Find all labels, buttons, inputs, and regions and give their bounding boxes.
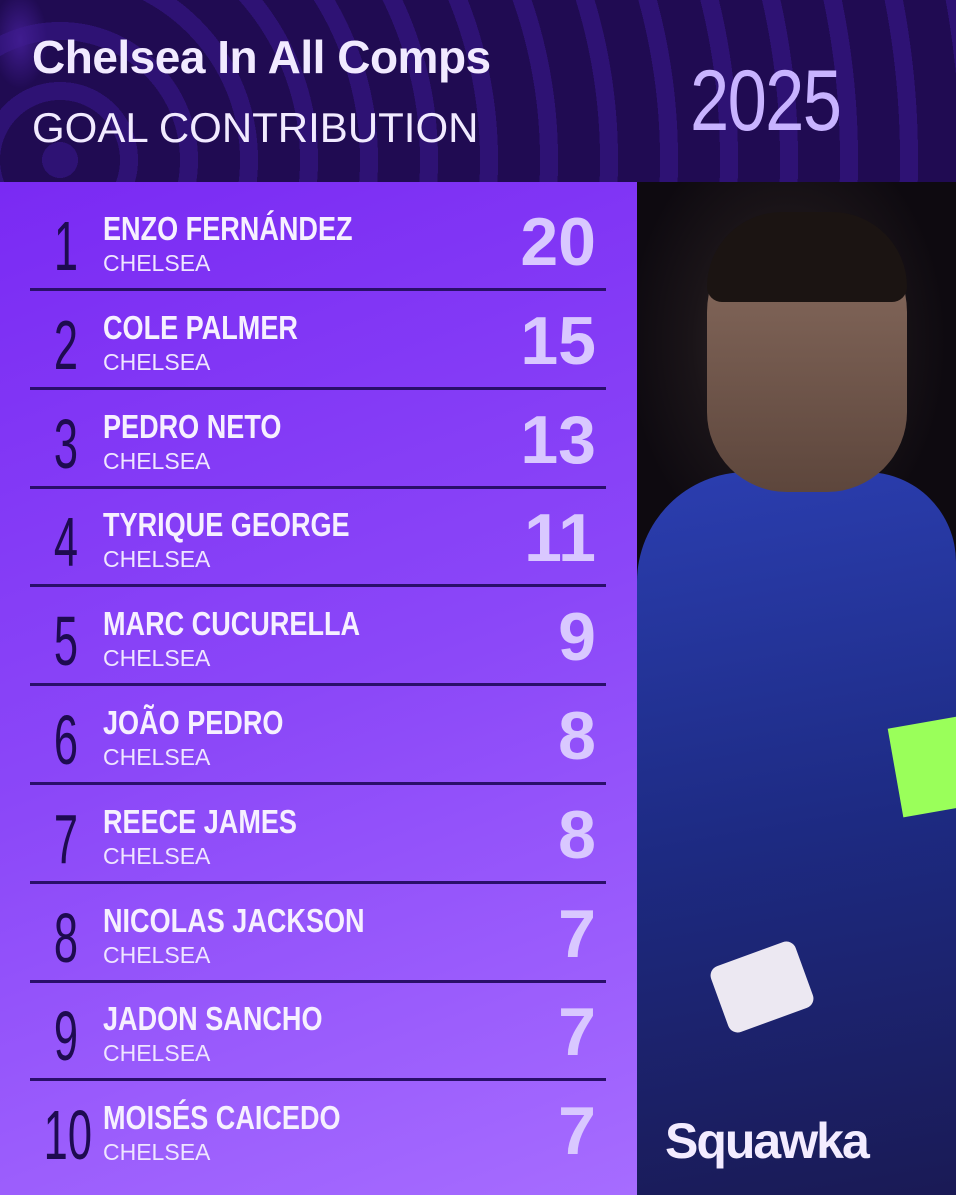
goal-contributions: 20 xyxy=(520,204,596,280)
page-subtitle: GOAL CONTRIBUTION xyxy=(32,104,479,151)
rank-number: 2 xyxy=(53,305,79,384)
row-divider xyxy=(30,584,606,588)
player-name: MOISÉS CAICEDO xyxy=(103,1099,341,1137)
club-name: CHELSEA xyxy=(103,546,211,573)
year-label: 2025 xyxy=(690,53,842,149)
rank-number: 9 xyxy=(53,997,79,1076)
goal-contributions: 9 xyxy=(558,599,596,676)
goal-contributions: 7 xyxy=(558,994,596,1071)
player-photo xyxy=(637,182,956,1195)
list-item: 8 NICOLAS JACKSON CHELSEA 7 xyxy=(30,884,606,983)
rank-number: 3 xyxy=(53,404,79,483)
list-item: 9 JADON SANCHO CHELSEA 7 xyxy=(30,982,606,1082)
row-divider xyxy=(30,485,606,489)
club-name: CHELSEA xyxy=(103,842,211,869)
player-name: MARC CUCURELLA xyxy=(103,605,361,643)
player-name: NICOLAS JACKSON xyxy=(103,901,365,939)
club-name: CHELSEA xyxy=(103,447,211,474)
header-pattern xyxy=(0,0,956,182)
list-item: 4 TYRIQUE GEORGE CHELSEA 11 xyxy=(30,488,606,588)
row-divider xyxy=(30,782,606,785)
list-item: 1 ENZO FERNÁNDEZ CHELSEA 20 xyxy=(30,192,606,291)
goal-contributions: 7 xyxy=(558,895,596,972)
player-name: JOÃO PEDRO xyxy=(103,704,284,741)
rank-number: 7 xyxy=(53,799,79,878)
club-name: CHELSEA xyxy=(103,941,211,968)
photo-shirt xyxy=(637,472,956,1195)
goal-contributions: 7 xyxy=(558,1093,596,1170)
ranking-list: 1 ENZO FERNÁNDEZ CHELSEA 20 2 COLE PALME… xyxy=(0,182,637,1195)
list-item: 5 MARC CUCURELLA CHELSEA 9 xyxy=(30,587,606,687)
club-name: CHELSEA xyxy=(103,348,211,375)
row-divider xyxy=(30,880,606,884)
row-divider xyxy=(30,386,606,390)
club-name: CHELSEA xyxy=(103,250,211,276)
header: Chelsea In All Comps GOAL CONTRIBUTION 2… xyxy=(0,0,956,182)
player-name: JADON SANCHO xyxy=(103,1000,323,1038)
goal-contributions: 11 xyxy=(524,500,596,577)
rank-number: 6 xyxy=(53,701,79,779)
list-item: 7 REECE JAMES CHELSEA 8 xyxy=(30,785,606,884)
goal-contributions: 13 xyxy=(520,401,596,478)
photo-hair xyxy=(707,212,907,302)
rank-number: 4 xyxy=(53,503,79,582)
player-name: COLE PALMER xyxy=(103,308,298,346)
rank-number: 1 xyxy=(53,207,79,285)
row-divider xyxy=(30,979,606,983)
list-item: 3 PEDRO NETO CHELSEA 13 xyxy=(30,390,606,489)
club-name: CHELSEA xyxy=(103,645,211,672)
player-name: ENZO FERNÁNDEZ xyxy=(103,210,353,247)
club-name: CHELSEA xyxy=(103,1040,211,1067)
squawka-logo: Squawka xyxy=(665,1113,870,1169)
row-divider xyxy=(30,1078,606,1082)
rank-number: 10 xyxy=(43,1096,92,1175)
list-item: 6 JOÃO PEDRO CHELSEA 8 xyxy=(30,686,606,785)
rank-number: 8 xyxy=(53,898,79,977)
page-title: Chelsea In All Comps xyxy=(32,31,491,83)
club-name: CHELSEA xyxy=(103,1139,211,1166)
player-name: REECE JAMES xyxy=(103,802,297,840)
rank-number: 5 xyxy=(53,602,79,681)
row-divider xyxy=(30,288,606,291)
player-name: TYRIQUE GEORGE xyxy=(103,506,350,544)
list-item: 10 MOISÉS CAICEDO CHELSEA 7 xyxy=(30,1081,606,1180)
club-name: CHELSEA xyxy=(103,744,211,770)
player-name: PEDRO NETO xyxy=(103,407,282,445)
row-divider xyxy=(30,683,606,687)
goal-contributions: 15 xyxy=(520,302,596,379)
goal-contributions: 8 xyxy=(558,698,596,774)
list-item: 2 COLE PALMER CHELSEA 15 xyxy=(30,291,606,390)
goal-contributions: 8 xyxy=(558,796,596,873)
